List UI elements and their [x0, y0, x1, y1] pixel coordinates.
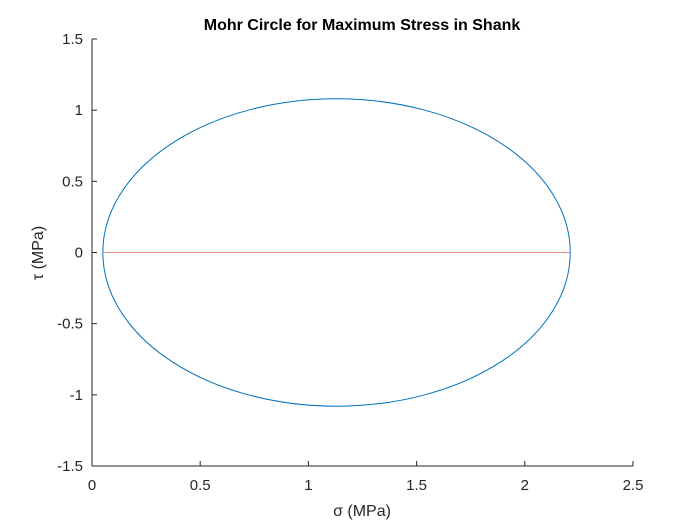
y-tick-label: 1.5 [62, 31, 83, 48]
x-tick-label: 2.5 [623, 477, 644, 494]
x-tick-label: 1 [304, 477, 312, 494]
y-tick-label: 1 [75, 102, 83, 119]
x-axis-label: σ (MPa) [333, 503, 391, 520]
x-tick-label: 0.5 [190, 477, 211, 494]
y-axis-label: τ (MPa) [30, 226, 47, 280]
y-tick-label: 0 [75, 245, 83, 262]
y-tick-label: 0.5 [62, 173, 83, 190]
x-tick-label: 1.5 [406, 477, 427, 494]
chart-title: Mohr Circle for Maximum Stress in Shank [204, 17, 521, 34]
plot-area: 0 0.5 1 1.5 2 2.5 -1.5 -1 -0.5 0 0.5 1 1.5 [57, 31, 643, 494]
y-tick-label: -1.5 [57, 458, 83, 475]
x-tick-label: 0 [88, 477, 96, 494]
x-tick-label: 2 [521, 477, 529, 494]
y-tick-label: -0.5 [57, 316, 83, 333]
y-tick-label: -1 [70, 387, 83, 404]
